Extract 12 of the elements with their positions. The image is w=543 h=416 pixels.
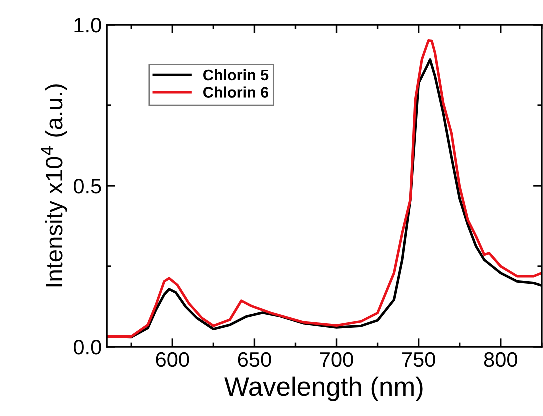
x-tick-label: 650 (238, 352, 272, 368)
y-axis-title: Intensity x10$^{4}$ (a.u.) (41, 84, 68, 287)
y-tick-label: 0.0 (74, 340, 102, 355)
y-tick-label: 1.0 (74, 18, 102, 33)
y-tick-label: 0.5 (74, 179, 102, 194)
legend-label: Chlorin 6 (204, 86, 269, 98)
x-tick-label: 700 (320, 352, 354, 368)
x-tick-label: 600 (156, 352, 190, 368)
x-tick-label: 750 (402, 352, 436, 368)
x-axis-title: Wavelength (nm) (224, 376, 423, 402)
legend-label: Chlorin 5 (204, 69, 269, 81)
x-tick-label: 800 (484, 352, 518, 368)
